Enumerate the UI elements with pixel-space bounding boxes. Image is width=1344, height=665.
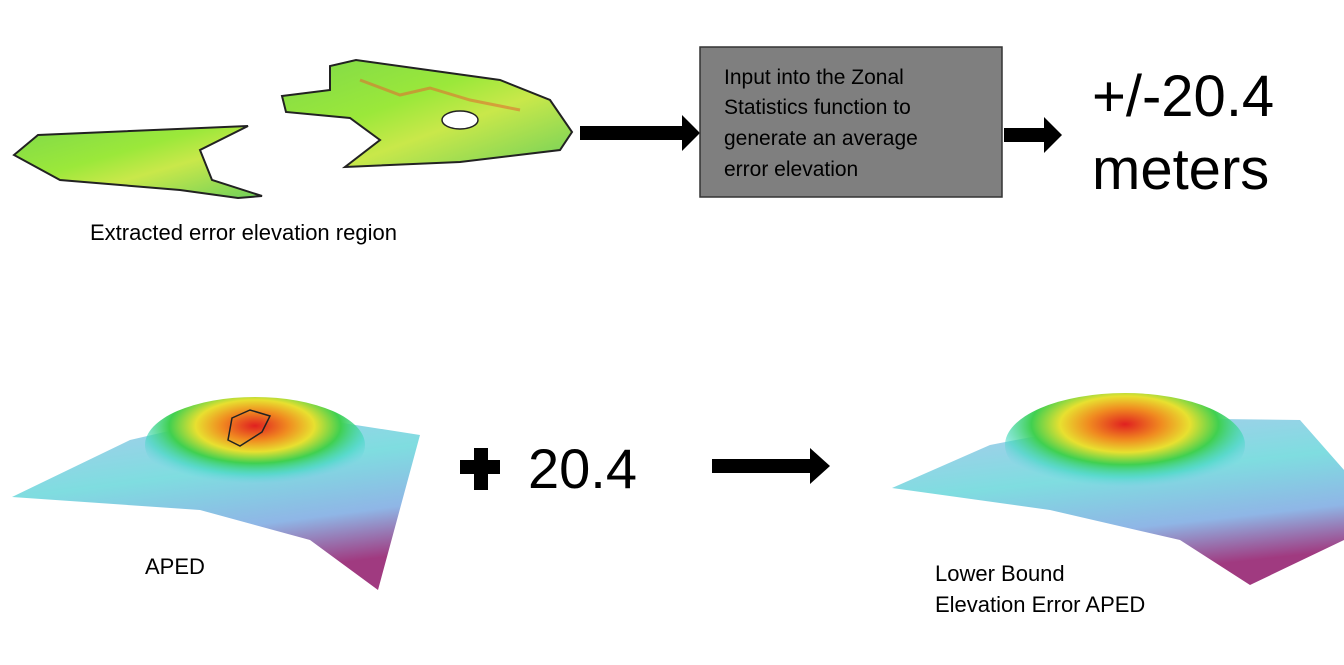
error-region-maps [12, 58, 574, 200]
right-caption: Lower Bound [935, 561, 1065, 586]
box-text: Input into the Zonal [724, 66, 904, 89]
arrow [580, 115, 700, 151]
aped-terrain [12, 397, 420, 590]
box-text: Statistics function to [724, 96, 911, 119]
result-value: +/-20.4 [1092, 64, 1274, 129]
result-unit: meters [1092, 137, 1269, 202]
lower-bound-terrain [892, 393, 1344, 585]
plus-sign [460, 448, 500, 490]
right-caption: Elevation Error APED [935, 592, 1145, 617]
box-text: error elevation [724, 158, 858, 181]
top-caption: Extracted error elevation region [90, 220, 397, 245]
box-text: generate an average [724, 127, 918, 150]
arrow [1004, 117, 1062, 153]
arrow [712, 448, 830, 484]
left-caption: APED [145, 554, 205, 579]
process-box [699, 46, 1003, 198]
addend: 20.4 [528, 437, 637, 500]
